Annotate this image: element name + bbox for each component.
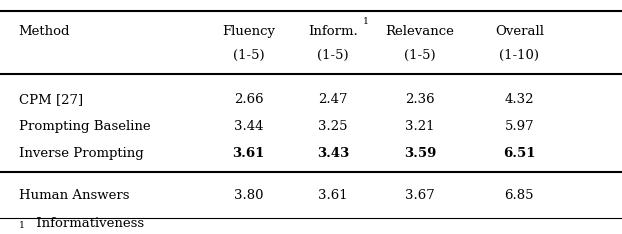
Text: 3.21: 3.21 [405, 120, 435, 133]
Text: 3.61: 3.61 [233, 147, 265, 160]
Text: 2.36: 2.36 [405, 93, 435, 106]
Text: 3.67: 3.67 [405, 189, 435, 202]
Text: Informativeness: Informativeness [32, 217, 144, 230]
Text: 5.97: 5.97 [504, 120, 534, 133]
Text: (1-10): (1-10) [499, 48, 539, 62]
Text: 3.25: 3.25 [318, 120, 348, 133]
Text: Relevance: Relevance [386, 25, 454, 38]
Text: Overall: Overall [495, 25, 544, 38]
Text: Method: Method [19, 25, 70, 38]
Text: 2.66: 2.66 [234, 93, 264, 106]
Text: 4.32: 4.32 [504, 93, 534, 106]
Text: Prompting Baseline: Prompting Baseline [19, 120, 151, 133]
Text: CPM [27]: CPM [27] [19, 93, 83, 106]
Text: 3.44: 3.44 [234, 120, 264, 133]
Text: (1-5): (1-5) [404, 48, 435, 62]
Text: Inform.: Inform. [308, 25, 358, 38]
Text: 3.59: 3.59 [404, 147, 436, 160]
Text: (1-5): (1-5) [317, 48, 348, 62]
Text: 1: 1 [19, 222, 25, 230]
Text: 1: 1 [363, 17, 369, 26]
Text: 6.51: 6.51 [503, 147, 536, 160]
Text: 3.43: 3.43 [317, 147, 349, 160]
Text: 2.47: 2.47 [318, 93, 348, 106]
Text: 3.61: 3.61 [318, 189, 348, 202]
Text: 3.80: 3.80 [234, 189, 264, 202]
Text: Inverse Prompting: Inverse Prompting [19, 147, 144, 160]
Text: (1-5): (1-5) [233, 48, 264, 62]
Text: Fluency: Fluency [222, 25, 276, 38]
Text: Human Answers: Human Answers [19, 189, 129, 202]
Text: 6.85: 6.85 [504, 189, 534, 202]
